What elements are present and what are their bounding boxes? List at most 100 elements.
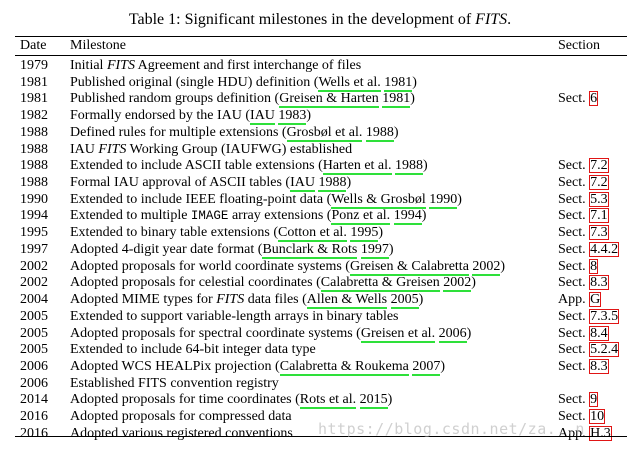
citation-link[interactable]: 1981 bbox=[384, 74, 413, 92]
citation-link[interactable]: Greisen et al. bbox=[360, 325, 436, 343]
section-prefix: Sect. bbox=[558, 308, 590, 324]
row-date: 2002 bbox=[20, 258, 48, 274]
row-date: 2016 bbox=[20, 425, 48, 441]
citation-link[interactable]: 1981 bbox=[382, 91, 411, 109]
row-date: 1988 bbox=[20, 141, 48, 157]
table-bottom-rule bbox=[15, 436, 627, 438]
row-milestone: Formal IAU approval of ASCII tables (IAU… bbox=[70, 174, 351, 193]
citation-link[interactable]: 1988 bbox=[365, 124, 394, 142]
row-date: 2005 bbox=[20, 308, 48, 324]
citation-link[interactable]: 1997 bbox=[360, 241, 389, 259]
citation-link[interactable]: IAU bbox=[250, 108, 275, 126]
citation-link[interactable]: 2007 bbox=[412, 358, 441, 376]
section-ref-link[interactable]: 7.2 bbox=[589, 175, 609, 191]
citation-link[interactable]: Calabretta & Greisen bbox=[320, 275, 440, 293]
citation-link[interactable]: 2005 bbox=[390, 292, 419, 310]
section-ref-link[interactable]: 7.3.5 bbox=[589, 308, 620, 324]
section-prefix: Sect. bbox=[558, 191, 590, 207]
header-section: Section bbox=[558, 38, 600, 53]
citation-link[interactable]: Greisen & Harten bbox=[279, 91, 379, 109]
citation-link[interactable]: Bunclark & Rots bbox=[262, 241, 358, 259]
citation-link[interactable]: 2006 bbox=[438, 325, 467, 343]
section-ref-link[interactable]: G bbox=[589, 292, 602, 308]
section-ref-link[interactable]: 7.2 bbox=[589, 158, 609, 174]
citation-link[interactable]: Calabretta & Roukema bbox=[279, 358, 409, 376]
citation-link[interactable]: Cotton et al. bbox=[278, 225, 347, 243]
caption-prefix: Table 1: Significant milestones in the d… bbox=[128, 11, 476, 28]
table-row: 2006 Established FITS convention registry bbox=[0, 375, 640, 392]
citation-link[interactable]: 2015 bbox=[359, 392, 388, 410]
row-date: 1988 bbox=[20, 158, 48, 174]
citation-link[interactable]: 2002 bbox=[443, 275, 472, 293]
table-row: 1995 Extended to binary table extensions … bbox=[0, 224, 640, 243]
citation-link[interactable]: Grosbøl et al. bbox=[286, 124, 363, 142]
row-section: Sect. 8.3 bbox=[558, 274, 609, 291]
citation-link[interactable]: 1983 bbox=[278, 108, 307, 126]
section-ref-link[interactable]: 8 bbox=[589, 258, 599, 274]
section-ref-link[interactable]: H.3 bbox=[589, 425, 612, 441]
section-ref-link[interactable]: 7.1 bbox=[589, 208, 609, 224]
section-ref-link[interactable]: 7.3 bbox=[589, 225, 609, 241]
section-ref-link[interactable]: 6 bbox=[589, 91, 599, 107]
citation-link[interactable]: 1994 bbox=[393, 208, 422, 226]
section-prefix: Sect. bbox=[558, 225, 590, 241]
milestone-text: Working Group (IAUFWG) established bbox=[126, 141, 353, 157]
milestone-text: ) bbox=[378, 225, 383, 241]
row-milestone: Extended to include 64-bit integer data … bbox=[70, 341, 316, 358]
citation-link[interactable]: IAU bbox=[290, 175, 315, 193]
milestone-text: array extensions ( bbox=[228, 208, 332, 224]
section-prefix: Sect. bbox=[558, 91, 590, 107]
section-ref-link[interactable]: 8.4 bbox=[589, 325, 609, 341]
section-prefix: Sect. bbox=[558, 392, 590, 408]
citation-link[interactable]: Allen & Wells bbox=[306, 292, 388, 310]
row-milestone: Established FITS convention registry bbox=[70, 375, 279, 392]
row-milestone: Extended to binary table extensions (Cot… bbox=[70, 224, 383, 243]
row-milestone: Adopted proposals for compressed data bbox=[70, 408, 292, 425]
section-ref-link[interactable]: 9 bbox=[589, 392, 599, 408]
citation-link[interactable]: 1990 bbox=[429, 191, 458, 209]
row-section: Sect. 7.3 bbox=[558, 224, 609, 241]
row-date: 2014 bbox=[20, 392, 48, 408]
milestone-text: Formal IAU approval of ASCII tables ( bbox=[70, 175, 291, 191]
row-section: Sect. 10 bbox=[558, 408, 606, 425]
citation-link[interactable]: Wells et al. bbox=[318, 74, 381, 92]
row-milestone: Defined rules for multiple extensions (G… bbox=[70, 124, 399, 142]
table-row: 2014 Adopted proposals for time coordinat… bbox=[0, 391, 640, 410]
table-row: 2005 Extended to support variable-length … bbox=[0, 308, 640, 325]
milestone-text: Published original (single HDU) definiti… bbox=[70, 74, 319, 90]
section-ref-link[interactable]: 8.3 bbox=[589, 275, 609, 291]
milestone-text: Extended to multiple bbox=[70, 208, 191, 224]
milestone-text: IAU bbox=[70, 141, 99, 157]
citation-link[interactable]: 1995 bbox=[350, 225, 379, 243]
milestone-text: Extended to include 64-bit integer data … bbox=[70, 342, 316, 358]
table-top-rule bbox=[15, 36, 627, 38]
citation-link[interactable]: Rots et al. bbox=[299, 392, 357, 410]
row-section: Sect. 7.2 bbox=[558, 157, 609, 174]
section-ref-link[interactable]: 4.4.2 bbox=[589, 241, 620, 257]
milestone-text: ) bbox=[412, 74, 417, 90]
section-ref-link[interactable]: 5.3 bbox=[589, 191, 609, 207]
citation-link[interactable]: 2002 bbox=[472, 258, 501, 276]
citation-link[interactable]: Greisen & Calabretta bbox=[349, 258, 469, 276]
milestone-text: ) bbox=[421, 208, 427, 224]
row-date: 1988 bbox=[20, 124, 48, 140]
citation-link[interactable]: Harten et al. bbox=[322, 158, 392, 176]
row-milestone: Adopted proposals for celestial coordina… bbox=[70, 274, 476, 293]
row-date: 2002 bbox=[20, 275, 48, 291]
row-section: Sect. 7.2 bbox=[558, 174, 609, 191]
row-date: 2016 bbox=[20, 409, 48, 425]
section-ref-link[interactable]: 8.3 bbox=[589, 358, 609, 374]
citation-link[interactable]: 1988 bbox=[395, 158, 424, 176]
section-prefix: Sect. bbox=[558, 158, 590, 174]
section-ref-link[interactable]: 5.2.4 bbox=[589, 342, 620, 358]
table-row: 2002 Adopted proposals for celestial coor… bbox=[0, 274, 640, 293]
section-prefix: Sect. bbox=[558, 358, 590, 374]
section-ref-link[interactable]: 10 bbox=[589, 409, 606, 425]
row-date: 1979 bbox=[20, 58, 48, 73]
citation-link[interactable]: Ponz et al. bbox=[331, 208, 391, 226]
row-section: Sect. 8.3 bbox=[558, 358, 609, 375]
citation-link[interactable]: 1988 bbox=[318, 175, 347, 193]
caption-italic: FITS bbox=[475, 11, 508, 28]
citation-link[interactable]: Wells & Grosbøl bbox=[331, 191, 426, 209]
row-date: 2005 bbox=[20, 342, 48, 358]
